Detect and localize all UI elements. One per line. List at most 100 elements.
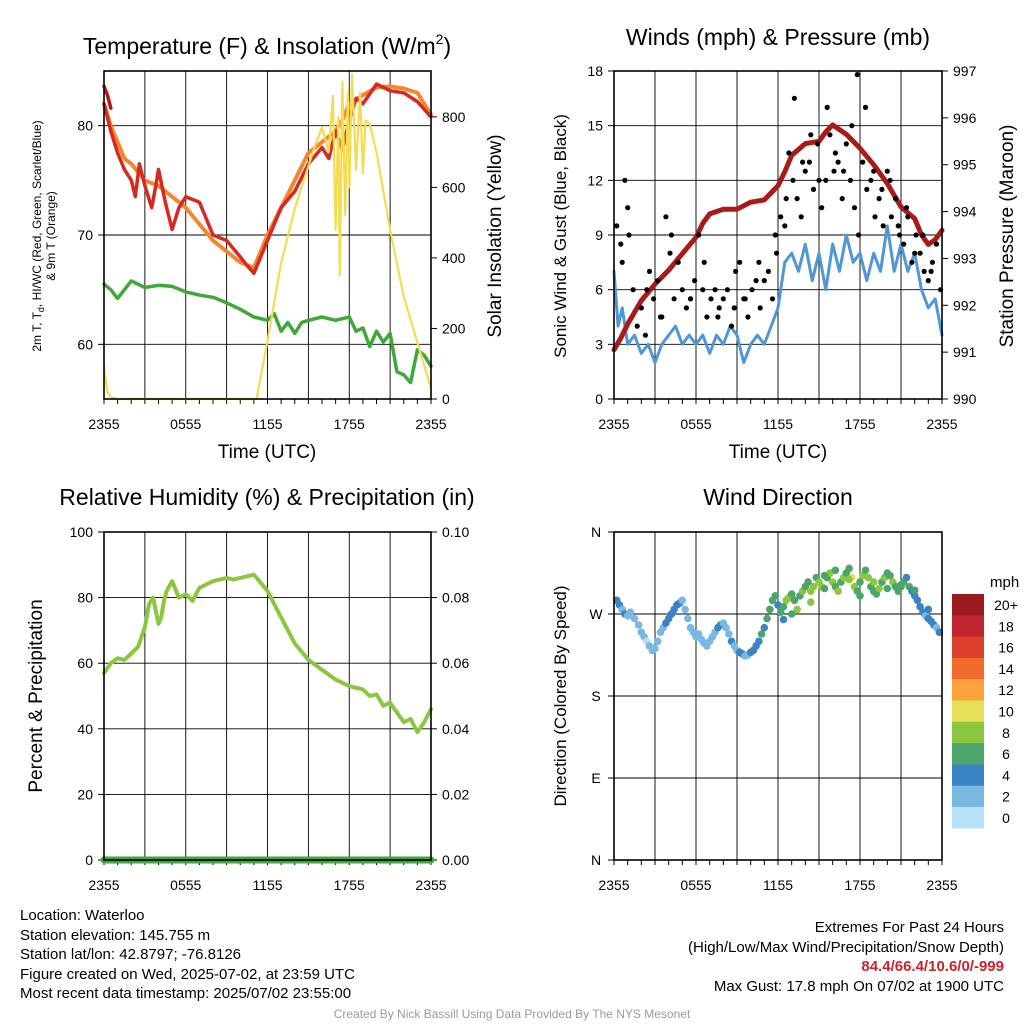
colorbar-swatch [952, 594, 984, 616]
direction-point [651, 644, 659, 653]
humidity-y-axis-label: Percent & Precipitation [26, 599, 47, 792]
gust-point [667, 250, 673, 256]
gust-point [816, 177, 822, 183]
direction-point [787, 590, 796, 598]
gust-point [929, 259, 936, 265]
gust-point [679, 287, 685, 293]
gust-point [856, 232, 862, 238]
colorbar-swatch [952, 679, 984, 701]
direction-point [883, 584, 892, 593]
gust-point [808, 132, 814, 138]
gust-point [778, 214, 784, 220]
y-tick-label: 18 [587, 63, 603, 79]
x-tick-label: 2355 [88, 416, 119, 432]
gust-point [619, 259, 625, 265]
direction-point [804, 578, 812, 586]
gust-point [839, 196, 845, 202]
y2-tick-label: 994 [953, 204, 977, 220]
direction-tick-label: N [591, 524, 601, 540]
gust-point [761, 278, 767, 284]
gust-point [671, 296, 677, 302]
x-tick-label: 2355 [926, 877, 957, 893]
colorbar-label: 14 [998, 661, 1014, 677]
gust-point [753, 278, 759, 284]
gust-point [849, 123, 855, 129]
gust-point [925, 278, 931, 284]
gust-point [827, 132, 833, 138]
y-tick-label: 40 [77, 721, 93, 737]
gust-point [903, 205, 910, 211]
gust-point [618, 241, 624, 247]
direction-point [834, 587, 842, 595]
latlon-text: Station lat/lon: 42.8797; -76.8126 [20, 946, 242, 963]
gust-point [655, 278, 661, 284]
direction-point [763, 614, 771, 623]
direction-point [630, 614, 639, 623]
colorbar-label: 0 [1002, 810, 1010, 826]
gust-point [864, 186, 870, 192]
gust-point [668, 232, 675, 238]
gust-point [912, 250, 918, 256]
y-tick-label: 0 [85, 852, 93, 868]
colorbar-swatch [952, 721, 984, 744]
direction-tick-label: W [589, 606, 603, 622]
gust-point [724, 287, 731, 293]
x-tick-label: 0555 [170, 877, 201, 893]
y2-tick-label: 996 [953, 110, 977, 126]
direction-point [771, 592, 780, 600]
colorbar-swatch [952, 785, 984, 808]
gust-point [716, 305, 722, 311]
direction-point [626, 608, 635, 616]
gust-point [880, 223, 886, 229]
winds-pressure-chart: Winds (mph) & Pressure (mb) Sonic Wind &… [551, 24, 1018, 463]
gust-point [626, 232, 632, 238]
gust-point [872, 214, 878, 220]
gust-point [806, 159, 813, 165]
y2-tick-label: 995 [953, 157, 977, 173]
direction-point [856, 592, 864, 600]
gust-point [868, 177, 874, 183]
gust-point [704, 314, 710, 320]
direction-point [924, 605, 933, 614]
direction-chart-title: Wind Direction [703, 484, 853, 510]
y2-tick-label: 992 [953, 297, 977, 313]
direction-point [856, 578, 864, 586]
gust-point [692, 278, 698, 284]
colorbar-label: 2 [1002, 789, 1010, 805]
gust-point [622, 177, 628, 183]
gust-point [675, 259, 681, 265]
y-tick-label: 70 [77, 227, 93, 243]
x-tick-label: 0555 [170, 416, 201, 432]
extremes-subtitle: (High/Low/Max Wind/Precipitation/Snow De… [688, 938, 1004, 956]
gust-point [769, 296, 776, 302]
colorbar-label: 4 [1002, 767, 1010, 783]
gust-point [905, 214, 911, 220]
gust-point [745, 314, 751, 320]
gust-point [909, 259, 915, 265]
gust-point [749, 287, 755, 293]
t2m-series-line [102, 82, 433, 276]
gust-point [913, 232, 919, 238]
direction-point [831, 566, 840, 575]
direction-point [787, 610, 796, 618]
gust-point [928, 268, 934, 274]
direction-y-axis-label: Direction (Colored By Speed) [551, 585, 570, 806]
colorbar-label: 16 [998, 640, 1014, 656]
direction-point [869, 578, 878, 586]
y2-tick-label: 0.10 [442, 524, 469, 540]
gust-point [917, 250, 923, 256]
gust-point [786, 150, 792, 156]
gust-point [756, 259, 762, 265]
gust-point [921, 268, 927, 274]
direction-point [910, 586, 919, 595]
direction-point [807, 598, 815, 606]
gust-point [933, 241, 940, 247]
direction-tick-label: N [591, 852, 601, 868]
station-info: Location: Waterloo Station elevation: 14… [20, 906, 355, 1004]
colorbar-label: 20+ [994, 597, 1018, 613]
y2-tick-label: 200 [442, 320, 466, 336]
elevation-text: Station elevation: 145.755 m [20, 926, 211, 944]
gust-point [712, 287, 718, 293]
y-tick-label: 60 [77, 655, 93, 671]
